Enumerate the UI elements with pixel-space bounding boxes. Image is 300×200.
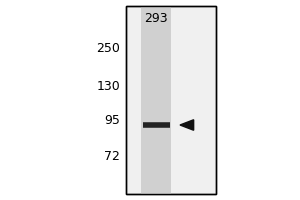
Text: 250: 250 <box>96 42 120 54</box>
Bar <box>141 6 171 194</box>
Text: 72: 72 <box>104 150 120 162</box>
Bar <box>126 6 216 194</box>
Text: 293: 293 <box>144 11 168 24</box>
Bar <box>126 6 216 194</box>
Text: 130: 130 <box>96 80 120 92</box>
Polygon shape <box>180 120 194 130</box>
Text: 95: 95 <box>104 114 120 127</box>
